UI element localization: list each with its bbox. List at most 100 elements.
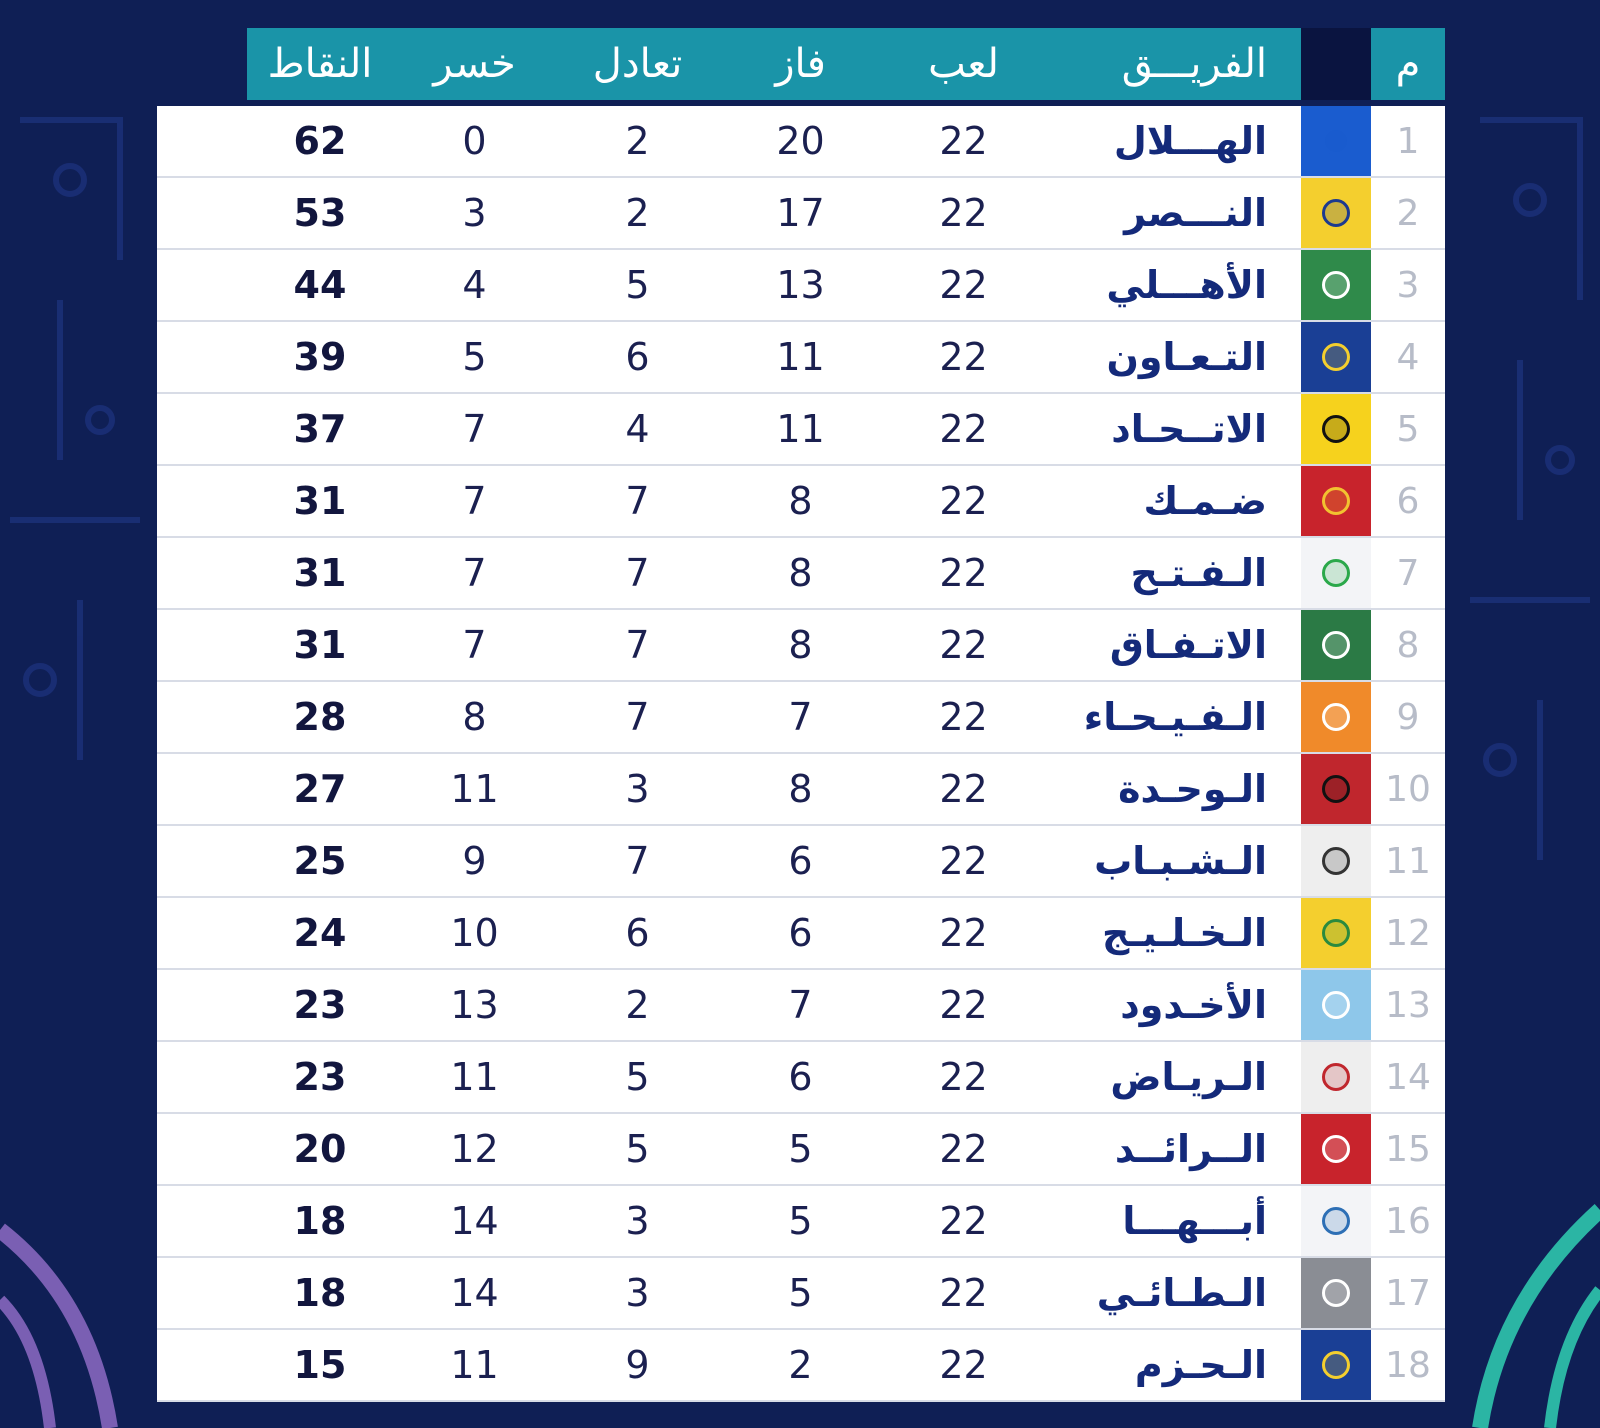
draw-cell: 7	[625, 551, 650, 595]
rank-cell: 15	[1385, 1128, 1431, 1170]
draw-cell: 7	[625, 479, 650, 523]
team-name: ضـمـك	[1143, 479, 1267, 523]
team-name: الأخـدود	[1120, 983, 1267, 1027]
draw-cell: 2	[625, 191, 650, 235]
lost-cell: 7	[462, 407, 487, 451]
played-cell: 22	[939, 911, 988, 955]
points-cell: 23	[293, 983, 347, 1027]
logo-cell	[1301, 682, 1371, 752]
al-ahli-logo	[1314, 260, 1358, 310]
header-rank: م	[1371, 28, 1445, 100]
team-name: الـريـاض	[1110, 1055, 1267, 1099]
lost-cell: 14	[450, 1199, 499, 1243]
logo-cell	[1301, 1258, 1371, 1328]
rank-cell: 13	[1385, 984, 1431, 1026]
logo-cell	[1301, 826, 1371, 896]
team-name: الاتـفـاق	[1109, 623, 1267, 667]
draw-cell: 5	[625, 1055, 650, 1099]
al-hazem-logo	[1314, 1340, 1358, 1390]
rank-cell: 7	[1396, 552, 1420, 594]
al-ettifaq-logo	[1314, 620, 1358, 670]
header-played: لعب	[882, 28, 1045, 100]
won-cell: 2	[788, 1343, 813, 1387]
won-cell: 13	[776, 263, 825, 307]
header-points: النقاط	[247, 28, 393, 100]
al-fayha-logo	[1314, 692, 1358, 742]
logo-cell	[1301, 466, 1371, 536]
won-cell: 8	[788, 623, 813, 667]
lost-cell: 4	[462, 263, 487, 307]
played-cell: 22	[939, 191, 988, 235]
draw-cell: 5	[625, 1127, 650, 1171]
logo-cell	[1301, 1330, 1371, 1400]
logo-cell	[1301, 250, 1371, 320]
table-row: 9 الـفـيـحـاء 22 7 7 8 28	[157, 682, 1445, 754]
points-cell: 27	[293, 767, 347, 811]
lost-cell: 7	[462, 551, 487, 595]
logo-cell	[1301, 322, 1371, 392]
al-ittihad-logo	[1314, 404, 1358, 454]
table-row: 17 الـطـائـي 22 5 3 14 18	[157, 1258, 1445, 1330]
points-cell: 31	[293, 551, 347, 595]
damac-logo	[1314, 476, 1358, 526]
team-name: الـخـلـيـج	[1101, 911, 1267, 955]
header-draw: تعادل	[556, 28, 719, 100]
rank-cell: 5	[1396, 408, 1420, 450]
lost-cell: 8	[462, 695, 487, 739]
draw-cell: 4	[625, 407, 650, 451]
logo-cell	[1301, 538, 1371, 608]
table-row: 3 الأهـــلي 22 13 5 4 44	[157, 250, 1445, 322]
won-cell: 7	[788, 983, 813, 1027]
won-cell: 6	[788, 1055, 813, 1099]
played-cell: 22	[939, 407, 988, 451]
points-cell: 44	[293, 263, 347, 307]
lost-cell: 11	[450, 1343, 499, 1387]
points-cell: 24	[293, 911, 347, 955]
standings-table: م الفريـــق لعب فاز تعادل خسر النقاط 1 ال…	[157, 28, 1445, 1402]
rank-cell: 4	[1396, 336, 1420, 378]
header-won: فاز	[719, 28, 882, 100]
team-name: الـطـائـي	[1096, 1271, 1267, 1315]
points-cell: 18	[293, 1271, 347, 1315]
rank-cell: 16	[1385, 1200, 1431, 1242]
lost-cell: 14	[450, 1271, 499, 1315]
header-team: الفريـــق	[1045, 28, 1301, 100]
lost-cell: 13	[450, 983, 499, 1027]
abha-logo	[1314, 1196, 1358, 1246]
header-logo-cell	[1301, 28, 1371, 100]
lost-cell: 9	[462, 839, 487, 883]
draw-cell: 2	[625, 119, 650, 163]
points-cell: 31	[293, 479, 347, 523]
points-cell: 28	[293, 695, 347, 739]
played-cell: 22	[939, 1127, 988, 1171]
points-cell: 37	[293, 407, 347, 451]
won-cell: 8	[788, 551, 813, 595]
lost-cell: 3	[462, 191, 487, 235]
al-hilal-logo	[1314, 116, 1358, 166]
al-akhdoud-logo	[1314, 980, 1358, 1030]
al-fateh-logo	[1314, 548, 1358, 598]
rank-cell: 18	[1385, 1344, 1431, 1386]
lost-cell: 11	[450, 767, 499, 811]
rank-cell: 6	[1396, 480, 1420, 522]
points-cell: 15	[293, 1343, 347, 1387]
points-cell: 20	[293, 1127, 347, 1171]
rank-cell: 1	[1396, 120, 1420, 162]
table-row: 14 الـريـاض 22 6 5 11 23	[157, 1042, 1445, 1114]
lost-cell: 12	[450, 1127, 499, 1171]
rank-cell: 12	[1385, 912, 1431, 954]
lost-cell: 7	[462, 479, 487, 523]
won-cell: 5	[788, 1127, 813, 1171]
points-cell: 39	[293, 335, 347, 379]
won-cell: 7	[788, 695, 813, 739]
logo-cell	[1301, 610, 1371, 680]
won-cell: 6	[788, 839, 813, 883]
team-name: الأهـــلي	[1106, 263, 1267, 307]
team-name: أبـــهـــا	[1122, 1199, 1267, 1243]
table-row: 4 التـعـاون 22 11 6 5 39	[157, 322, 1445, 394]
team-name: الــرائــد	[1114, 1127, 1267, 1171]
points-cell: 53	[293, 191, 347, 235]
table-header: م الفريـــق لعب فاز تعادل خسر النقاط	[157, 28, 1445, 100]
logo-cell	[1301, 754, 1371, 824]
